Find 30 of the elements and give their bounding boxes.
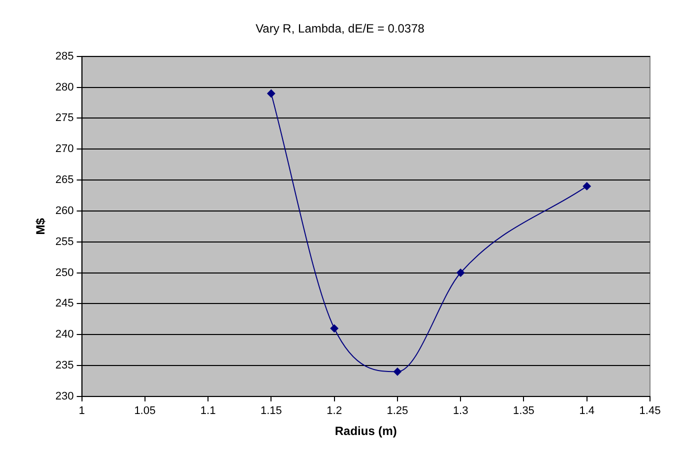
- x-tick-label: 1.3: [452, 405, 468, 418]
- x-axis-title: Radius (m): [334, 424, 397, 438]
- y-tick-label: 265: [55, 174, 74, 186]
- y-tick-label: 230: [55, 390, 74, 402]
- y-tick-label: 240: [55, 328, 74, 341]
- y-tick-label: 255: [55, 236, 74, 248]
- y-tick-label: 270: [55, 143, 74, 156]
- y-tick-label: 260: [55, 204, 74, 217]
- x-tick-label: 1.45: [639, 405, 661, 418]
- x-tick-label: 1.2: [326, 405, 342, 418]
- y-tick-label: 275: [55, 112, 74, 124]
- x-tick-label: 1.1: [200, 405, 216, 418]
- y-tick-label: 235: [55, 360, 74, 372]
- point: [330, 324, 338, 332]
- point: [582, 182, 591, 190]
- point: [267, 89, 276, 98]
- x-tick-label: 1.15: [260, 405, 282, 418]
- y-tick-label: 280: [55, 81, 74, 94]
- y-tick-label: 250: [55, 266, 74, 279]
- x-tick-label: 1: [78, 405, 85, 418]
- y-axis-title: M$: [34, 218, 48, 235]
- chart-title: Vary R, Lambda, dE/E = 0.0378: [256, 22, 425, 36]
- y-tick-label: 245: [55, 298, 74, 310]
- x-tick-label: 1.05: [134, 405, 156, 418]
- x-tick-label: 1.4: [579, 405, 595, 418]
- x-tick-label: 1.25: [386, 405, 408, 418]
- x-tick-label: 1.35: [513, 405, 534, 418]
- y-tick-label: 285: [55, 50, 74, 62]
- point: [393, 368, 402, 376]
- point: [456, 268, 465, 277]
